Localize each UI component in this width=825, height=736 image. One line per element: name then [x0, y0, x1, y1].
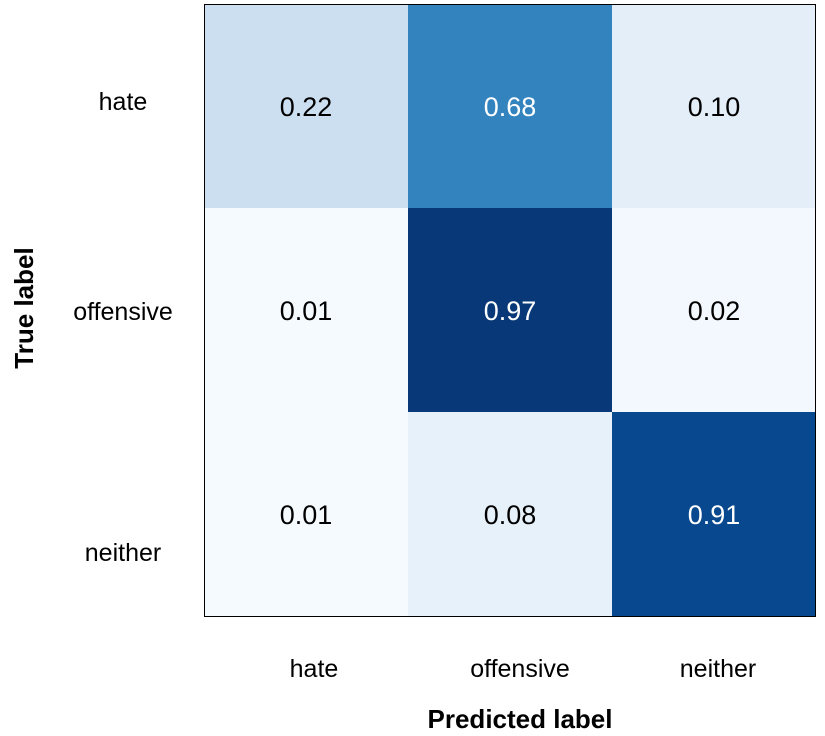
y-tick-label: offensive — [73, 298, 173, 326]
cell-value-label: 0.02 — [688, 296, 741, 326]
heatmap-cell — [408, 208, 612, 412]
heatmap-cell — [204, 4, 408, 208]
cell-value-label: 0.01 — [280, 296, 333, 326]
cell-value-label: 0.22 — [280, 92, 333, 122]
heatmap-cell — [612, 4, 816, 208]
plot-frame — [204, 4, 816, 617]
y-tick-label: hate — [99, 88, 148, 116]
cell-value-label: 0.08 — [484, 500, 537, 530]
x-tick-label: neither — [680, 655, 756, 683]
heatmap-cell — [408, 4, 612, 208]
heatmap-cell — [408, 412, 612, 616]
cell-value-label: 0.01 — [280, 500, 333, 530]
heatmap-cells: 0.22 0.68 0.10 0.01 0.97 0.02 0.01 0.08 0.91 — [204, 4, 816, 616]
x-tick-label: offensive — [470, 655, 570, 683]
heatmap-cell — [612, 412, 816, 616]
cell-value-label: 0.68 — [484, 92, 537, 122]
y-tick-label: neither — [85, 539, 161, 567]
cell-value-label: 0.10 — [688, 92, 741, 122]
cell-value-label: 0.97 — [484, 296, 537, 326]
y-tick-labels: hate offensive neither — [73, 88, 173, 567]
heatmap-cell — [204, 412, 408, 616]
y-axis-label: True label — [9, 247, 39, 368]
heatmap-cell — [612, 208, 816, 412]
x-tick-labels: hate offensive neither — [290, 655, 757, 683]
heatmap-cell — [204, 208, 408, 412]
x-tick-label: hate — [290, 655, 339, 683]
cell-value-label: 0.91 — [688, 500, 741, 530]
x-axis-label: Predicted label — [428, 704, 613, 734]
